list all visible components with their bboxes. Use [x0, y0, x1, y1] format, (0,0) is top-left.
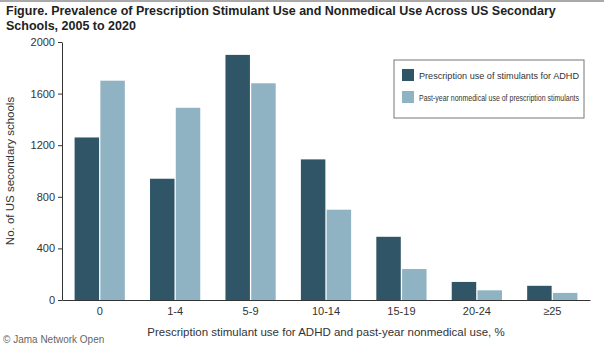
- y-tick-mark: [58, 248, 62, 249]
- chart: Figure. Prevalence of Prescription Stimu…: [0, 0, 604, 346]
- watermark: © Jama Network Open: [3, 334, 104, 345]
- x-tick: 10-14: [312, 300, 340, 317]
- y-tick-label: 800: [37, 191, 55, 203]
- x-axis: 0 1-4 5-9 10-14 15-19 20-24 ≥25: [63, 300, 591, 317]
- x-tick-label: 0: [97, 305, 103, 317]
- y-tick-mark: [58, 300, 62, 301]
- bar: [150, 179, 174, 300]
- x-tick-label: ≥25: [543, 305, 561, 317]
- legend-label: Prescription use of stimulants for ADHD: [419, 70, 579, 81]
- x-tick: 0: [97, 300, 103, 317]
- bar: [553, 293, 577, 300]
- y-tick-mark: [58, 94, 62, 95]
- y-tick-label: 400: [37, 242, 55, 254]
- top-rule: [0, 1, 604, 2]
- y-tick: 1600: [31, 88, 62, 100]
- x-tick-label: 20-24: [463, 305, 491, 317]
- bar: [251, 83, 275, 300]
- title: Figure. Prevalence of Prescription Stimu…: [6, 4, 556, 33]
- y-axis-line: [62, 43, 63, 301]
- y-tick-label: 1600: [31, 88, 55, 100]
- bar: [402, 269, 426, 300]
- bar: [478, 290, 502, 300]
- bar: [376, 237, 400, 300]
- legend-swatch: [402, 91, 414, 103]
- x-tick: 20-24: [463, 300, 491, 317]
- bar: [100, 81, 124, 300]
- legend: Prescription use of stimulants for ADHD P…: [394, 60, 584, 118]
- legend-entry: Prescription use of stimulants for ADHD: [402, 69, 579, 81]
- y-tick-mark: [58, 145, 62, 146]
- y-tick: 1200: [31, 139, 62, 151]
- y-tick-label: 2000: [31, 36, 55, 48]
- legend-swatch: [402, 69, 414, 81]
- y-tick-mark: [58, 197, 62, 198]
- x-axis-title: Prescription stimulant use for ADHD and …: [147, 326, 504, 338]
- y-tick-label: 0: [49, 294, 55, 306]
- y-axis-title: No. of US secondary schools: [4, 97, 16, 246]
- plot: 0 400 800 1200 1600 2000 0 1-4 5-9 10-14 15-19 20-2…: [31, 36, 591, 317]
- y-tick-mark: [58, 42, 62, 43]
- x-axis-line: [63, 300, 591, 301]
- x-tick-label: 15-19: [387, 305, 415, 317]
- x-tick-label: 5-9: [243, 305, 259, 317]
- y-tick: 800: [37, 191, 62, 203]
- y-tick-label: 1200: [31, 139, 55, 151]
- bar: [176, 108, 200, 300]
- x-tick-label: 10-14: [312, 305, 340, 317]
- y-axis: 0 400 800 1200 1600 2000: [31, 36, 63, 306]
- x-tick: ≥25: [543, 300, 561, 317]
- y-tick: 0: [49, 294, 62, 306]
- y-tick: 2000: [31, 36, 62, 48]
- bar: [75, 137, 99, 300]
- x-tick: 1-4: [167, 300, 183, 317]
- bar: [225, 55, 249, 300]
- legend-label: Past-year nonmedical use of prescription…: [419, 92, 579, 103]
- legend-entry: Past-year nonmedical use of prescription…: [402, 91, 579, 103]
- bar: [452, 282, 476, 300]
- bar: [301, 159, 325, 300]
- x-tick-label: 1-4: [167, 305, 183, 317]
- x-tick: 5-9: [243, 300, 259, 317]
- bar: [527, 286, 551, 300]
- legend-frame: [394, 60, 584, 118]
- y-tick: 400: [37, 242, 62, 254]
- x-tick: 15-19: [387, 300, 415, 317]
- bar: [327, 210, 351, 300]
